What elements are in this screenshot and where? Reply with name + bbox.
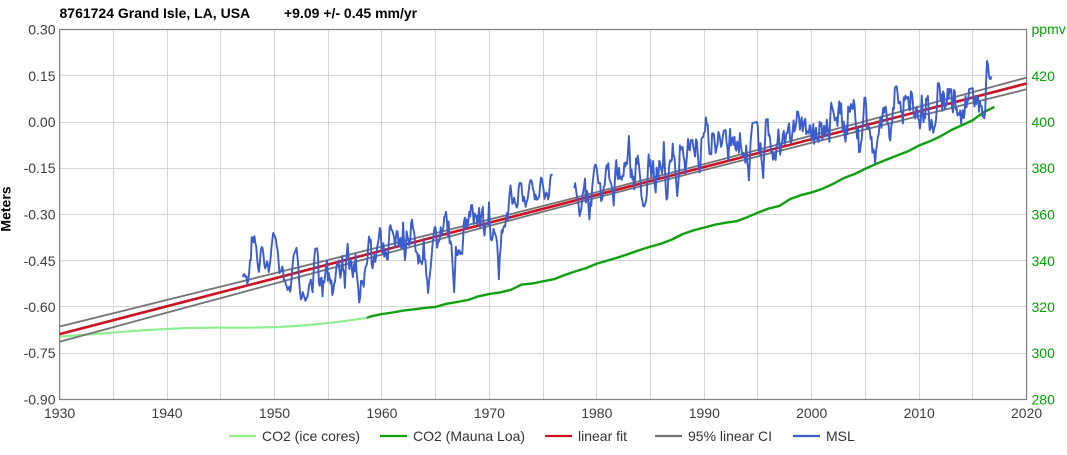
svg-text:-0.90: -0.90 [24, 392, 56, 408]
svg-text:1930: 1930 [44, 405, 75, 421]
svg-text:CO2 (Mauna Loa): CO2 (Mauna Loa) [413, 428, 525, 444]
svg-text:0.00: 0.00 [28, 114, 55, 130]
svg-text:-0.45: -0.45 [24, 253, 56, 269]
svg-text:-0.15: -0.15 [24, 160, 56, 176]
svg-text:2010: 2010 [904, 405, 935, 421]
svg-text:0.15: 0.15 [28, 68, 55, 84]
svg-text:-0.60: -0.60 [24, 299, 56, 315]
svg-text:linear fit: linear fit [578, 428, 627, 444]
svg-text:95% linear CI: 95% linear CI [688, 428, 772, 444]
svg-text:-0.30: -0.30 [24, 207, 56, 223]
svg-text:ppmv: ppmv [1032, 21, 1066, 37]
svg-text:1940: 1940 [151, 405, 182, 421]
svg-text:8761724 Grand Isle, LA, USA: 8761724 Grand Isle, LA, USA [60, 5, 251, 21]
svg-text:320: 320 [1032, 299, 1056, 315]
svg-text:Meters: Meters [0, 186, 14, 231]
svg-text:2020: 2020 [1011, 405, 1042, 421]
svg-text:+9.09 +/- 0.45 mm/yr: +9.09 +/- 0.45 mm/yr [284, 5, 418, 21]
svg-text:300: 300 [1032, 345, 1056, 361]
svg-text:CO2 (ice cores): CO2 (ice cores) [262, 428, 360, 444]
svg-text:2000: 2000 [796, 405, 827, 421]
svg-text:MSL: MSL [826, 428, 855, 444]
svg-text:0.30: 0.30 [28, 22, 55, 38]
svg-text:1970: 1970 [474, 405, 505, 421]
svg-text:1980: 1980 [581, 405, 612, 421]
svg-text:420: 420 [1032, 68, 1056, 84]
svg-text:280: 280 [1032, 392, 1056, 408]
svg-text:360: 360 [1032, 207, 1056, 223]
svg-text:1960: 1960 [366, 405, 397, 421]
svg-text:340: 340 [1032, 253, 1056, 269]
svg-text:400: 400 [1032, 114, 1056, 130]
svg-text:1950: 1950 [259, 405, 290, 421]
svg-text:1990: 1990 [689, 405, 720, 421]
svg-text:380: 380 [1032, 160, 1056, 176]
svg-text:-0.75: -0.75 [24, 345, 56, 361]
